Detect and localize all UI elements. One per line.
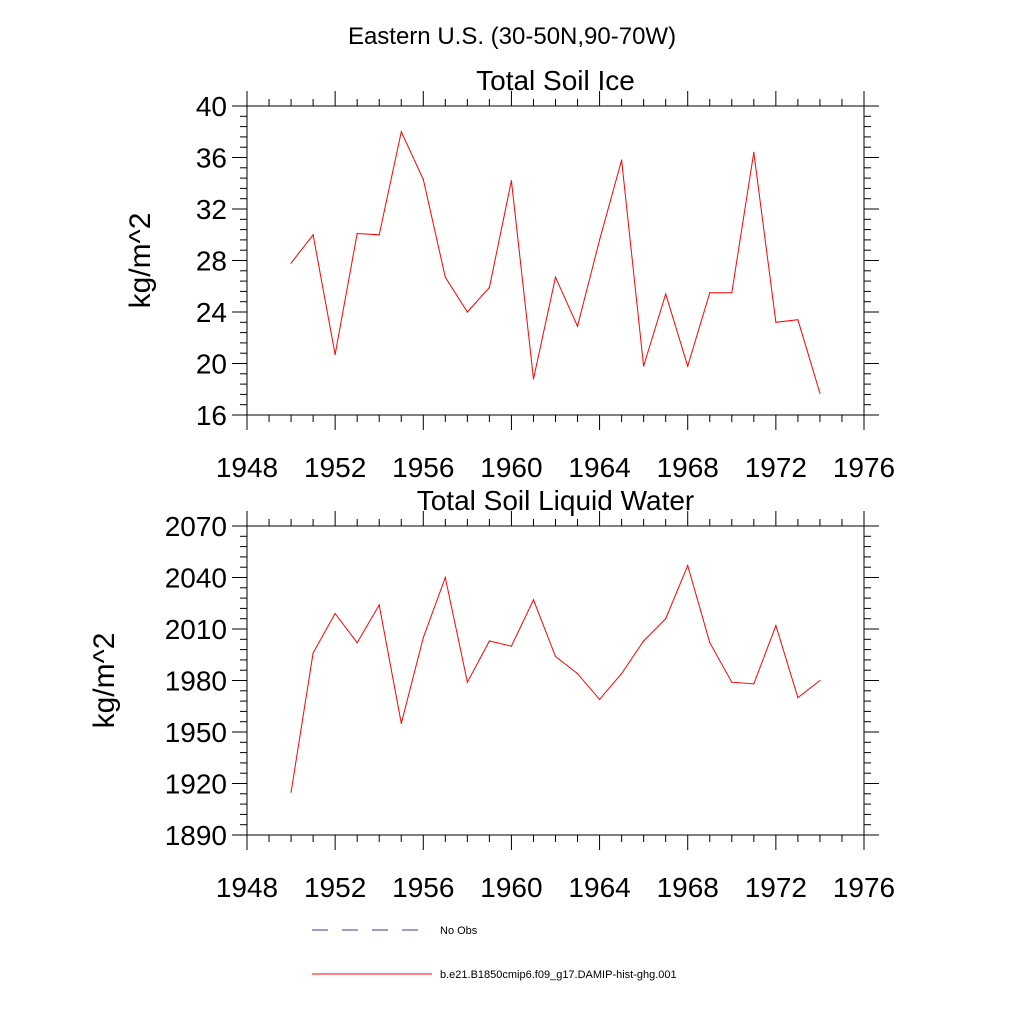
x-tick-label: 1956 <box>392 452 454 483</box>
data-point <box>665 293 667 295</box>
data-point <box>400 131 402 133</box>
x-tick-label: 1952 <box>304 452 366 483</box>
data-point <box>819 679 821 682</box>
y-tick-label: 20 <box>196 349 227 380</box>
data-point <box>334 612 336 615</box>
data-point <box>488 286 490 289</box>
data-point <box>444 576 446 579</box>
data-point <box>422 178 424 180</box>
data-point <box>621 673 623 675</box>
data-point <box>731 292 733 294</box>
y-tick-label: 1950 <box>165 717 227 748</box>
data-point <box>554 655 557 658</box>
data-point <box>797 697 799 699</box>
data-point <box>775 321 777 323</box>
series-line <box>290 130 821 394</box>
x-tick-label: 1976 <box>833 452 895 483</box>
data-point <box>510 645 513 647</box>
data-point <box>290 791 292 793</box>
x-tick-label: 1956 <box>392 872 454 903</box>
y-tick-label: 1920 <box>165 769 227 800</box>
y-tick-label: 2010 <box>165 614 227 645</box>
data-point <box>576 673 579 675</box>
x-tick-label: 1960 <box>480 452 542 483</box>
data-point <box>312 234 314 236</box>
data-point <box>466 681 468 683</box>
data-point <box>356 642 358 644</box>
x-tick-label: 1948 <box>216 872 278 903</box>
data-point <box>687 365 689 367</box>
y-tick-label: 1890 <box>165 820 227 851</box>
data-point <box>598 239 601 241</box>
data-point <box>643 365 645 367</box>
y-tick-label: 40 <box>196 91 227 122</box>
data-point <box>687 564 689 567</box>
chart-title: Total Soil Ice <box>476 65 635 96</box>
data-point <box>356 232 358 235</box>
data-point <box>444 276 446 278</box>
data-point <box>378 234 380 236</box>
y-axis-label: kg/m^2 <box>124 213 157 309</box>
x-tick-label: 1972 <box>745 452 807 483</box>
y-tick-label: 2040 <box>165 563 227 594</box>
data-point <box>753 151 755 153</box>
x-tick-label: 1960 <box>480 872 542 903</box>
data-point <box>819 392 821 394</box>
data-point <box>753 683 755 685</box>
data-point <box>466 311 468 313</box>
data-point <box>334 353 336 356</box>
plot-frame <box>246 105 865 416</box>
chart-panel-soil-liquid-water: Total Soil Liquid Water kg/m^2 1948 1952 195… <box>88 485 895 903</box>
y-tick-label: 32 <box>196 194 227 225</box>
data-point <box>709 292 711 294</box>
data-point <box>532 599 535 601</box>
x-tick-label: 1968 <box>657 872 719 903</box>
y-tick-label: 16 <box>196 400 227 431</box>
data-point <box>554 276 557 278</box>
y-axis-label: kg/m^2 <box>88 633 121 729</box>
x-tick-label: 1976 <box>833 872 895 903</box>
y-tick-label: 28 <box>196 246 227 277</box>
data-point <box>775 624 777 627</box>
x-tick-label: 1972 <box>745 872 807 903</box>
data-point <box>290 262 292 264</box>
legend-label-no-obs: No Obs <box>440 925 478 937</box>
chart-title: Total Soil Liquid Water <box>417 485 695 516</box>
data-point <box>598 698 601 700</box>
x-tick-label: 1964 <box>568 452 630 483</box>
plot-frame <box>246 525 865 836</box>
y-tick-label: 36 <box>196 143 227 174</box>
figure-title: Eastern U.S. (30-50N,90-70W) <box>348 23 676 50</box>
y-tick-label: 2070 <box>165 511 227 542</box>
y-tick-label: 1980 <box>165 666 227 697</box>
data-point <box>643 640 645 642</box>
data-point <box>400 722 402 725</box>
data-point <box>621 159 623 161</box>
data-point <box>532 378 535 380</box>
data-point <box>312 652 314 654</box>
data-point <box>488 640 490 642</box>
data-point <box>731 681 733 683</box>
data-point <box>422 636 424 639</box>
y-tick-label: 24 <box>196 297 227 328</box>
data-point <box>576 325 579 327</box>
chart-panel-soil-ice: Total Soil Ice kg/m^2 1948 1952 1956 1960 1964… <box>124 65 895 483</box>
legend-label-model: b.e21.B1850cmip6.f09_g17.DAMIP-hist-ghg.… <box>440 969 677 981</box>
x-tick-label: 1968 <box>657 452 719 483</box>
data-point <box>797 319 799 321</box>
x-tick-label: 1964 <box>568 872 630 903</box>
data-point <box>510 180 513 182</box>
series-line <box>290 563 821 793</box>
x-tick-label: 1952 <box>304 872 366 903</box>
data-point <box>665 618 667 620</box>
legend: No Obs b.e21.B1850cmip6.f09_g17.DAMIP-hi… <box>312 925 677 981</box>
x-tick-label: 1948 <box>216 452 278 483</box>
data-point <box>378 604 380 606</box>
data-point <box>709 642 711 644</box>
